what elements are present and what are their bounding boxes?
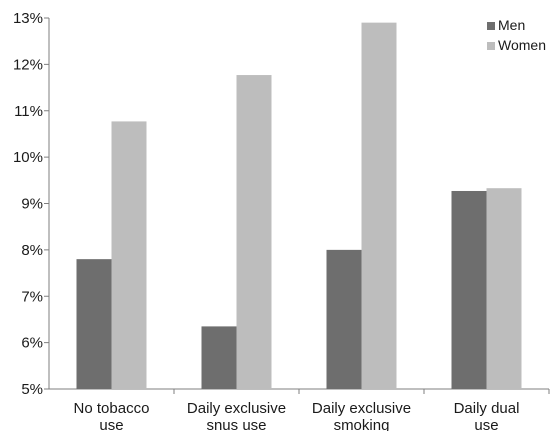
x-category-label: smoking xyxy=(334,417,390,431)
bar-women xyxy=(236,75,272,389)
legend-swatch-men xyxy=(487,22,495,30)
bar-women xyxy=(111,121,147,389)
y-tick-label: 11% xyxy=(14,103,43,120)
labels-layer: 5%6%7%8%9%10%11%12%13%No tobaccouseDaily… xyxy=(13,10,520,434)
legend-label-men: Men xyxy=(498,17,525,33)
bar-women xyxy=(361,22,397,389)
y-tick-label: 12% xyxy=(13,56,43,73)
x-category-label: No tobacco xyxy=(74,400,150,417)
x-category-label: Daily exclusive xyxy=(187,400,286,417)
bar-men xyxy=(451,190,487,389)
x-category-label: snus use xyxy=(206,417,266,431)
legend: Men Women xyxy=(487,17,546,53)
bar-men xyxy=(76,259,112,389)
y-tick-label: 9% xyxy=(21,196,43,213)
x-category-label: use xyxy=(474,417,498,431)
y-tick-label: 6% xyxy=(21,335,43,352)
y-tick-label: 10% xyxy=(13,149,43,166)
bars-layer xyxy=(76,22,522,389)
y-tick-label: 5% xyxy=(21,381,43,398)
y-tick-label: 7% xyxy=(21,288,43,305)
x-category-label: Daily dual xyxy=(454,400,520,417)
bar-women xyxy=(486,188,522,389)
legend-label-women: Women xyxy=(498,37,546,53)
y-tick-label: 13% xyxy=(13,10,43,27)
bar-men xyxy=(326,249,362,389)
x-category-label: use xyxy=(99,417,123,431)
x-category-label: Daily exclusive xyxy=(312,400,411,417)
legend-swatch-women xyxy=(487,42,495,50)
y-tick-label: 8% xyxy=(21,242,43,259)
bar-men xyxy=(201,326,237,389)
